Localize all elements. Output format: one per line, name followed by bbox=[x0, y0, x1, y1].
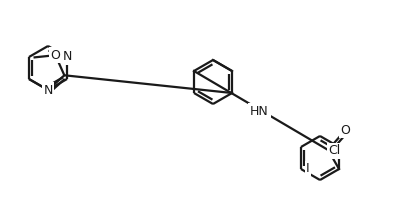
Text: HN: HN bbox=[249, 105, 268, 118]
Text: N: N bbox=[62, 51, 72, 63]
Text: Cl: Cl bbox=[328, 145, 340, 158]
Text: N: N bbox=[43, 84, 52, 97]
Text: O: O bbox=[341, 124, 350, 137]
Text: O: O bbox=[50, 49, 60, 62]
Text: I: I bbox=[306, 162, 310, 175]
